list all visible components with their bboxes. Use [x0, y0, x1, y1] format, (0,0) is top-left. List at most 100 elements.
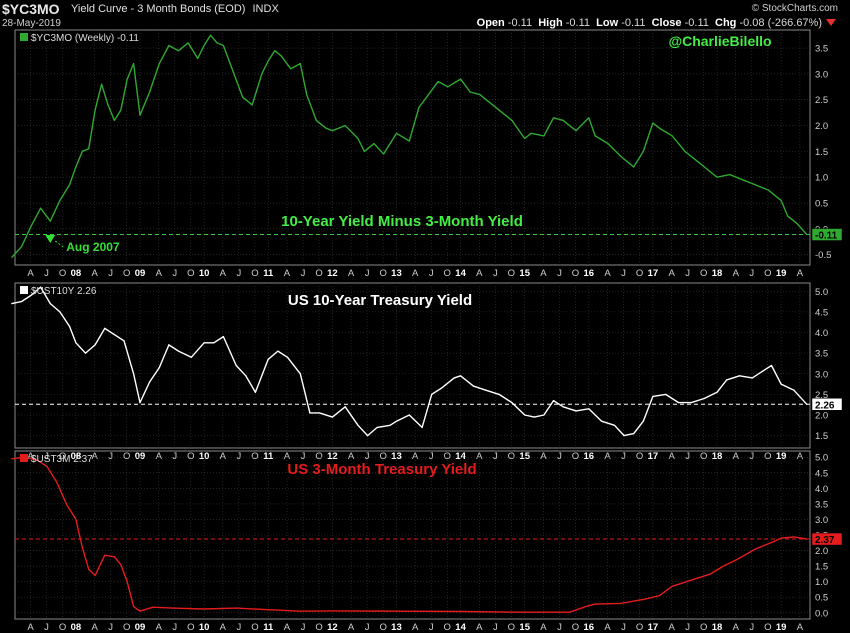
x-tick-label: 11 — [263, 451, 274, 462]
data-point — [498, 393, 500, 395]
data-point — [100, 83, 103, 85]
x-tick-label: 11 — [263, 622, 274, 633]
x-tick-label: O — [636, 451, 643, 462]
data-point — [187, 42, 189, 44]
data-point — [280, 55, 282, 57]
x-tick-label: 17 — [648, 622, 659, 633]
x-tick-label: J — [44, 622, 49, 633]
data-point — [395, 610, 398, 612]
data-point — [562, 406, 564, 408]
x-tick-label: J — [557, 268, 562, 279]
x-tick-label: A — [797, 451, 804, 462]
data-point — [774, 540, 776, 542]
x-tick-label: A — [284, 268, 291, 279]
panel-1: -0.50.00.51.01.52.02.53.03.5-0.11$YC3MO … — [11, 29, 843, 279]
data-point — [806, 538, 808, 540]
x-tick-label: O — [700, 451, 707, 462]
data-point — [149, 91, 151, 93]
data-point — [588, 117, 590, 119]
y-tick-label: 0.5 — [815, 199, 828, 210]
x-tick-label: O — [572, 451, 579, 462]
x-tick-label: A — [604, 622, 611, 633]
x-tick-label: J — [621, 451, 626, 462]
data-point — [726, 379, 728, 381]
data-point — [190, 356, 192, 358]
data-point — [94, 344, 96, 346]
data-point — [764, 369, 766, 371]
panel-title: 10-Year Yield Minus 3-Month Yield — [281, 213, 523, 230]
x-tick-label: A — [220, 622, 227, 633]
data-point — [742, 179, 744, 181]
data-point — [710, 573, 712, 575]
panel-3: 0.00.51.01.52.02.53.03.54.04.55.02.37$US… — [11, 450, 843, 633]
x-tick-label: J — [237, 268, 242, 279]
data-point — [177, 50, 180, 52]
data-point — [94, 109, 96, 111]
data-point — [524, 137, 526, 140]
x-tick-label: J — [237, 622, 242, 633]
close-value: -0.11 — [684, 17, 709, 29]
panel-title: US 10-Year Treasury Yield — [288, 292, 472, 309]
data-point — [431, 393, 433, 395]
y-tick-label: 2.0 — [815, 546, 828, 557]
legend-swatch — [20, 454, 28, 462]
data-point — [671, 135, 673, 137]
x-tick-label: O — [59, 622, 66, 633]
data-point — [216, 42, 218, 44]
x-tick-label: J — [493, 622, 498, 633]
data-point — [267, 609, 269, 611]
x-tick-label: J — [493, 451, 498, 462]
data-point — [376, 426, 378, 428]
x-tick-label: A — [476, 622, 483, 633]
y-tick-label: 5.0 — [815, 287, 828, 298]
x-tick-label: 17 — [648, 268, 659, 279]
x-tick-label: O — [764, 268, 771, 279]
x-tick-label: J — [685, 451, 690, 462]
data-point — [751, 377, 753, 379]
brand-watermark[interactable]: © StockCharts.com — [751, 3, 838, 14]
data-point — [104, 554, 106, 556]
x-tick-label: J — [429, 268, 434, 279]
data-point — [344, 124, 346, 127]
x-tick-label: O — [251, 268, 258, 279]
data-point — [113, 119, 115, 121]
data-point — [36, 459, 39, 461]
data-point — [299, 373, 301, 375]
data-point — [633, 432, 635, 435]
data-point — [158, 366, 160, 369]
x-tick-label: J — [557, 451, 562, 462]
x-tick-label: O — [444, 622, 451, 633]
y-tick-label: 2.0 — [815, 411, 828, 422]
y-tick-label: 1.5 — [815, 431, 828, 442]
x-tick-label: J — [749, 451, 754, 462]
data-point — [274, 50, 276, 52]
data-point — [594, 603, 596, 605]
x-tick-label: J — [365, 268, 370, 279]
data-point — [459, 610, 462, 613]
data-point — [139, 114, 141, 116]
x-tick-label: O — [636, 268, 643, 279]
data-point — [30, 294, 32, 296]
data-point — [49, 303, 51, 305]
x-tick-label: 08 — [71, 268, 82, 279]
x-tick-label: 16 — [584, 268, 595, 279]
x-tick-label: O — [187, 451, 194, 462]
x-tick-label: A — [156, 268, 163, 279]
x-tick-label: O — [251, 622, 258, 633]
data-point — [81, 150, 83, 152]
x-tick-label: 17 — [648, 451, 659, 462]
x-tick-label: O — [764, 451, 771, 462]
x-tick-label: A — [797, 268, 804, 279]
x-tick-label: O — [315, 451, 322, 462]
data-point — [562, 119, 564, 121]
data-point — [395, 420, 398, 422]
x-tick-label: A — [91, 451, 98, 462]
data-point — [299, 62, 301, 65]
data-point — [133, 373, 135, 375]
x-tick-label: 08 — [71, 451, 82, 462]
data-point — [373, 143, 375, 145]
data-point — [389, 424, 391, 426]
x-tick-label: O — [444, 268, 451, 279]
data-point — [277, 350, 279, 352]
x-tick-label: O — [572, 622, 579, 633]
